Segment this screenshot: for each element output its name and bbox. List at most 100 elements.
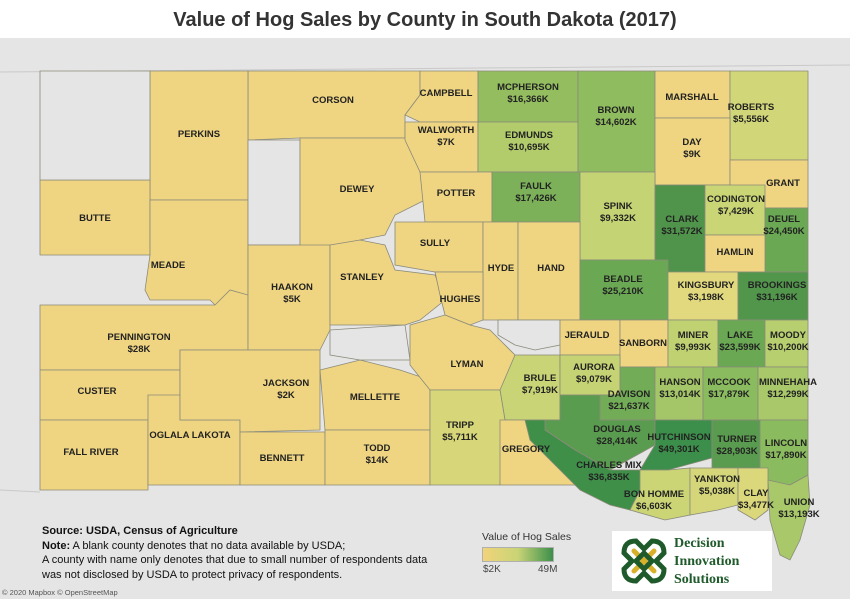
county-bon-homme[interactable] [629, 467, 691, 521]
county-label-faulk: FAULK [520, 181, 552, 192]
county-value-clay: $3,477K [738, 500, 774, 511]
logo-line-1: Decision [674, 536, 725, 551]
county-meade[interactable] [144, 199, 249, 306]
county-value-spink: $9,332K [600, 213, 636, 224]
county-value-minnehaha: $12,299K [767, 389, 808, 400]
county-label-minnehaha: MINNEHAHA [759, 377, 817, 388]
note-line-1: A blank county denotes that no data avai… [70, 539, 346, 552]
county-label-clay: CLAY [744, 488, 770, 499]
county-ziebach[interactable] [247, 139, 301, 246]
county-value-aurora: $9,079K [576, 374, 612, 385]
choropleth-map[interactable]: CORSON CAMPBELL MCPHERSON $16,366K BROWN $14,… [0, 38, 850, 599]
county-label-moody: MOODY [770, 330, 807, 341]
county-label-day: DAY [682, 137, 702, 148]
county-value-miner: $9,993K [675, 342, 711, 353]
county-labels: CORSON CAMPBELL MCPHERSON$16,366K BROWN$14,… [63, 82, 819, 520]
county-value-bon-homme: $6,603K [636, 501, 672, 512]
county-value-hanson: $13,014K [659, 389, 700, 400]
legend-gradient-bar [482, 547, 554, 562]
county-label-hyde: HYDE [488, 263, 514, 274]
county-haakon[interactable] [247, 244, 331, 351]
county-label-pennington: PENNINGTON [107, 332, 170, 343]
county-label-tripp: TRIPP [446, 420, 475, 431]
county-label-mellette: MELLETTE [350, 392, 400, 403]
county-label-charles-mix: CHARLES MIX [576, 460, 642, 471]
map-canvas[interactable]: CORSON CAMPBELL MCPHERSON$16,366K BROWN$14,… [0, 38, 850, 599]
county-jones[interactable] [329, 324, 411, 361]
county-value-brule: $7,919K [522, 385, 558, 396]
county-label-hand: HAND [537, 263, 565, 274]
county-clay[interactable] [737, 467, 769, 521]
county-harding[interactable] [39, 70, 151, 181]
county-value-roberts: $5,556K [733, 114, 769, 125]
county-label-aurora: AURORA [573, 362, 615, 373]
county-label-dewey: DEWEY [340, 184, 376, 195]
county-value-douglas: $28,414K [596, 436, 637, 447]
county-label-beadle: BEADLE [603, 274, 642, 285]
county-value-todd: $14K [366, 455, 389, 466]
county-value-lincoln: $17,890K [765, 450, 806, 461]
county-label-edmunds: EDMUNDS [505, 130, 553, 141]
county-label-union: UNION [784, 497, 815, 508]
county-label-brown: BROWN [598, 105, 635, 116]
county-label-hanson: HANSON [659, 377, 700, 388]
note-line-3: was not disclosed by USDA to protect pri… [42, 568, 343, 581]
county-value-day: $9K [683, 149, 701, 160]
county-label-yankton: YANKTON [694, 474, 740, 485]
county-value-jackson: $2K [277, 390, 295, 401]
county-union[interactable] [767, 474, 811, 561]
county-label-stanley: STANLEY [340, 272, 384, 283]
county-label-brule: BRULE [524, 373, 557, 384]
county-value-haakon: $5K [283, 294, 301, 305]
county-fall-river[interactable] [39, 419, 149, 491]
county-label-oglala-lakota: OGLALA LAKOTA [149, 430, 230, 441]
county-value-beadle: $25,210K [602, 286, 643, 297]
county-value-brookings: $31,196K [756, 292, 797, 303]
knot-logo-icon [621, 538, 667, 584]
county-label-sully: SULLY [420, 238, 451, 249]
county-label-jerauld: JERAULD [565, 330, 610, 341]
county-yankton[interactable] [689, 467, 739, 516]
county-label-potter: POTTER [437, 188, 476, 199]
map-attribution[interactable]: © 2020 Mapbox © OpenStreetMap [2, 588, 118, 597]
county-label-clark: CLARK [665, 214, 698, 225]
note-line-2: A county with name only denotes that due… [42, 554, 428, 566]
county-label-douglas: DOUGLAS [593, 424, 641, 435]
county-value-yankton: $5,038K [699, 486, 735, 497]
county-value-edmunds: $10,695K [508, 142, 549, 153]
county-value-faulk: $17,426K [515, 193, 556, 204]
county-value-pennington: $28K [128, 344, 151, 355]
county-label-roberts: ROBERTS [728, 102, 774, 113]
county-label-mccook: MCCOOK [707, 377, 750, 388]
county-label-turner: TURNER [717, 434, 757, 445]
county-label-hutchinson: HUTCHINSON [647, 432, 710, 443]
legend-max-label: 49M [538, 564, 558, 575]
county-label-corson: CORSON [312, 95, 354, 106]
legend-title: Value of Hog Sales [482, 531, 572, 543]
county-value-davison: $21,637K [608, 401, 649, 412]
logo-line-2: Innovation [674, 554, 740, 569]
source-note: Source: USDA, Census of Agriculture Note… [42, 524, 462, 582]
county-label-davison: DAVISON [608, 389, 651, 400]
county-value-clark: $31,572K [661, 226, 702, 237]
county-label-sanborn: SANBORN [619, 338, 667, 349]
county-label-campbell: CAMPBELL [420, 88, 473, 99]
county-value-walworth: $7K [437, 137, 455, 148]
county-buffalo[interactable] [497, 319, 561, 351]
county-value-mccook: $17,879K [708, 389, 749, 400]
county-label-perkins: PERKINS [178, 129, 220, 140]
source-line: Source: USDA, Census of Agriculture [42, 525, 238, 537]
county-label-todd: TODD [364, 443, 391, 454]
county-label-deuel: DEUEL [768, 214, 800, 225]
county-jackson[interactable] [179, 349, 321, 433]
county-label-mcpherson: MCPHERSON [497, 82, 559, 93]
county-label-fall-river: FALL RIVER [63, 447, 118, 458]
county-label-custer: CUSTER [77, 386, 116, 397]
legend-min-label: $2K [483, 564, 501, 575]
county-label-jackson: JACKSON [263, 378, 310, 389]
county-label-spink: SPINK [603, 201, 632, 212]
county-value-hutchinson: $49,301K [658, 444, 699, 455]
county-label-lake: LAKE [727, 330, 753, 341]
county-label-kingsbury: KINGSBURY [678, 280, 735, 291]
county-label-miner: MINER [678, 330, 709, 341]
